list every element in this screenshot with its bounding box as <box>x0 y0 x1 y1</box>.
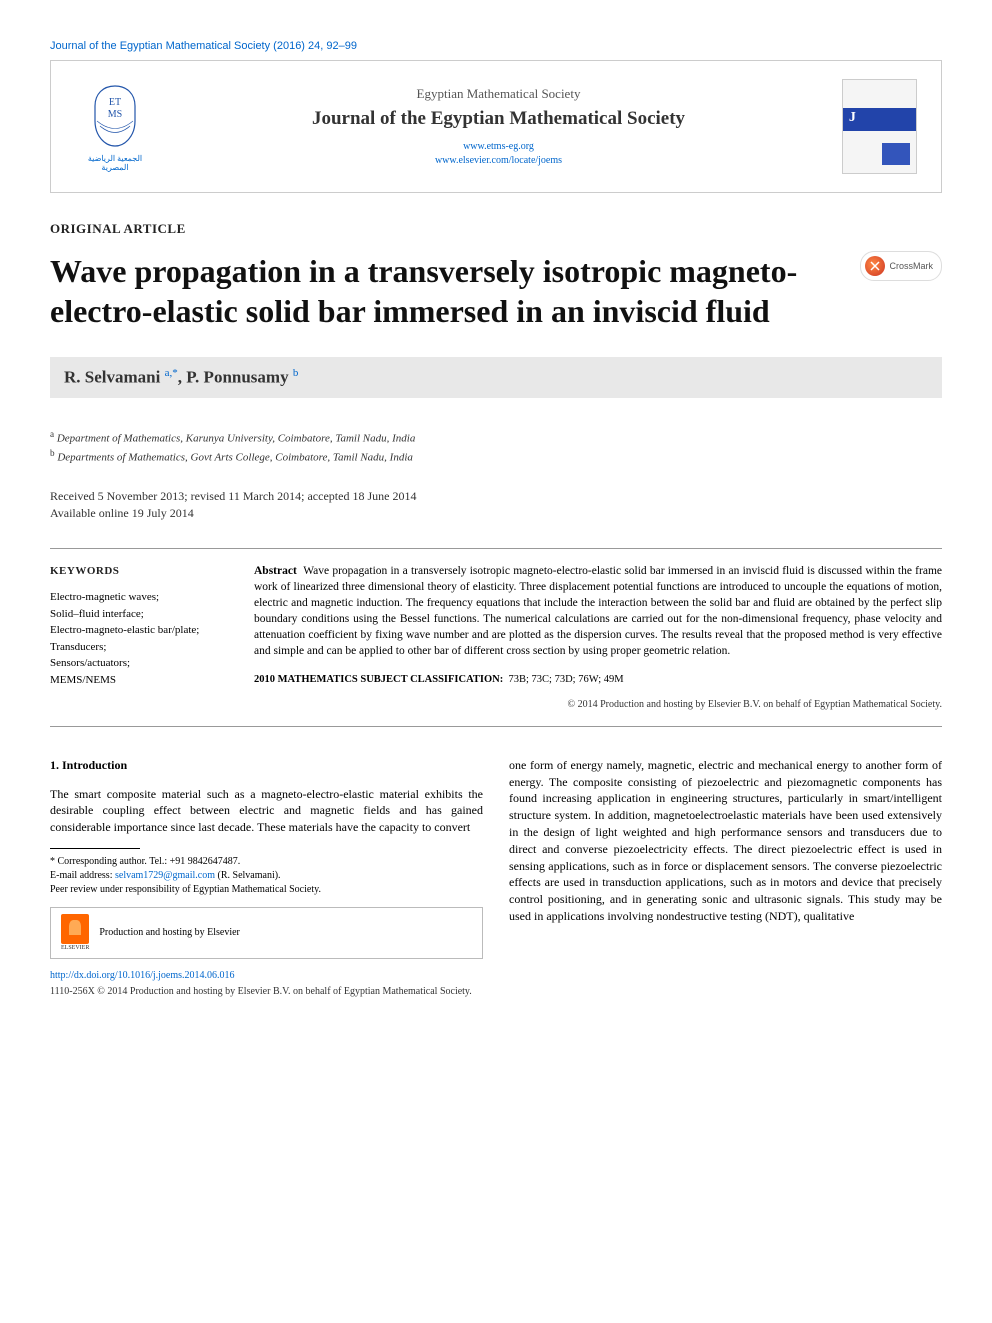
hosting-box: ELSEVIER Production and hosting by Elsev… <box>50 907 483 959</box>
running-header: Journal of the Egyptian Mathematical Soc… <box>50 40 942 52</box>
elsevier-label: ELSEVIER <box>61 944 89 952</box>
doi-link[interactable]: http://dx.doi.org/10.1016/j.joems.2014.0… <box>50 969 483 983</box>
crossmark-badge[interactable]: CrossMark <box>860 251 942 281</box>
dates-received: Received 5 November 2013; revised 11 Mar… <box>50 488 942 505</box>
issn-line: 1110-256X © 2014 Production and hosting … <box>50 985 483 999</box>
footnote-corresponding: * Corresponding author. Tel.: +91 984264… <box>50 855 483 869</box>
footnotes: * Corresponding author. Tel.: +91 984264… <box>50 855 483 897</box>
classification-label: 2010 MATHEMATICS SUBJECT CLASSIFICATION: <box>254 674 503 685</box>
elsevier-tree-icon <box>61 914 89 944</box>
author-email-link[interactable]: selvam1729@gmail.com <box>115 870 215 881</box>
classification-codes: 73B; 73C; 73D; 76W; 49M <box>508 674 623 685</box>
intro-paragraph-2: one form of energy namely, magnetic, ele… <box>509 757 942 925</box>
body-column-left: 1. Introduction The smart composite mate… <box>50 757 483 1000</box>
footnote-email: E-mail address: selvam1729@gmail.com (R.… <box>50 869 483 883</box>
journal-name: Journal of the Egyptian Mathematical Soc… <box>173 108 824 130</box>
classification: 2010 MATHEMATICS SUBJECT CLASSIFICATION:… <box>254 673 942 688</box>
journal-header-box: ET MS الجمعية الرياضية المصرية Egyptian … <box>50 60 942 193</box>
article-dates: Received 5 November 2013; revised 11 Mar… <box>50 488 942 522</box>
article-title: Wave propagation in a transversely isotr… <box>50 251 840 331</box>
footnote-separator <box>50 848 140 849</box>
journal-links: www.etms-eg.org www.elsevier.com/locate/… <box>173 140 824 168</box>
crossmark-label: CrossMark <box>889 261 933 271</box>
affiliations: a Department of Mathematics, Karunya Uni… <box>50 428 942 466</box>
author-bar: R. Selvamani a,*, P. Ponnusamy b <box>50 357 942 398</box>
journal-link-1[interactable]: www.etms-eg.org <box>173 140 824 154</box>
society-name: Egyptian Mathematical Society <box>173 86 824 102</box>
abstract-column: Abstract Wave propagation in a transvers… <box>240 549 942 726</box>
abstract-body: Wave propagation in a transversely isotr… <box>254 565 942 657</box>
logo-arabic-text: الجمعية الرياضية المصرية <box>75 154 155 172</box>
intro-paragraph-1: The smart composite material such as a m… <box>50 786 483 836</box>
article-type: ORIGINAL ARTICLE <box>50 221 942 237</box>
keywords-list: Electro-magnetic waves; Solid–fluid inte… <box>50 589 226 688</box>
dates-online: Available online 19 July 2014 <box>50 505 942 522</box>
abstract-text: Abstract Wave propagation in a transvers… <box>254 563 942 660</box>
keywords-abstract-block: KEYWORDS Electro-magnetic waves; Solid–f… <box>50 548 942 727</box>
abstract-copyright: © 2014 Production and hosting by Elsevie… <box>254 698 942 712</box>
title-row: Wave propagation in a transversely isotr… <box>50 251 942 331</box>
body-column-right: one form of energy namely, magnetic, ele… <box>509 757 942 1000</box>
keywords-heading: KEYWORDS <box>50 563 226 580</box>
crossmark-icon <box>865 256 885 276</box>
body-columns: 1. Introduction The smart composite mate… <box>50 757 942 1000</box>
svg-text:ET: ET <box>109 97 121 108</box>
journal-cover-thumbnail <box>842 79 917 174</box>
hosting-text: Production and hosting by Elsevier <box>99 926 240 940</box>
section-heading-intro: 1. Introduction <box>50 757 483 774</box>
keywords-column: KEYWORDS Electro-magnetic waves; Solid–f… <box>50 549 240 726</box>
abstract-label: Abstract <box>254 565 297 577</box>
elsevier-logo-wrap: ELSEVIER <box>61 914 89 952</box>
header-center: Egyptian Mathematical Society Journal of… <box>173 86 824 168</box>
footnote-peer-review: Peer review under responsibility of Egyp… <box>50 883 483 897</box>
svg-text:MS: MS <box>108 109 122 120</box>
society-logo: ET MS الجمعية الرياضية المصرية <box>75 79 155 174</box>
journal-link-2[interactable]: www.elsevier.com/locate/joems <box>173 154 824 168</box>
